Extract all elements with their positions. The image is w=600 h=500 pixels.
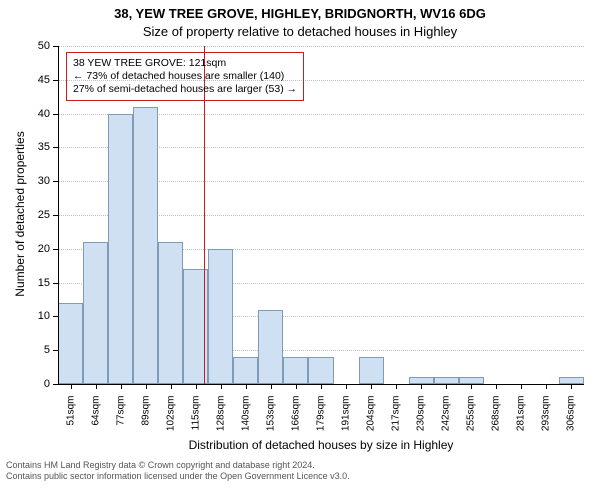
histogram-bar	[308, 357, 333, 384]
footer-line2: Contains public sector information licen…	[6, 471, 350, 482]
histogram-bar	[58, 303, 83, 384]
footer-attribution: Contains HM Land Registry data © Crown c…	[6, 460, 350, 483]
histogram-bar	[434, 377, 459, 384]
chart-title-line2: Size of property relative to detached ho…	[0, 24, 600, 39]
x-axis-label: Distribution of detached houses by size …	[58, 438, 584, 452]
histogram-bar	[133, 107, 158, 384]
chart-title-line1: 38, YEW TREE GROVE, HIGHLEY, BRIDGNORTH,…	[0, 6, 600, 21]
annotation-box: 38 YEW TREE GROVE: 121sqm← 73% of detach…	[66, 52, 304, 101]
histogram-bar	[208, 249, 233, 384]
annotation-line1: 38 YEW TREE GROVE: 121sqm	[73, 57, 297, 70]
ytick-label: 5	[22, 344, 50, 356]
annotation-line3: 27% of semi-detached houses are larger (…	[73, 83, 297, 96]
histogram-bar	[359, 357, 384, 384]
gridline	[58, 46, 584, 47]
ytick-label: 45	[22, 74, 50, 86]
histogram-bar	[258, 310, 283, 384]
histogram-bar	[158, 242, 183, 384]
histogram-bar	[459, 377, 484, 384]
histogram-bar	[108, 114, 133, 384]
histogram-bar	[409, 377, 434, 384]
y-axis-line	[58, 46, 59, 384]
annotation-line2: ← 73% of detached houses are smaller (14…	[73, 70, 297, 83]
ytick-label: 50	[22, 40, 50, 52]
histogram-bar	[283, 357, 308, 384]
x-axis-line	[58, 384, 584, 385]
histogram-bar	[559, 377, 584, 384]
y-axis-label: Number of detached properties	[13, 114, 27, 314]
footer-line1: Contains HM Land Registry data © Crown c…	[6, 460, 350, 471]
histogram-bar	[83, 242, 108, 384]
ytick-label: 0	[22, 378, 50, 390]
histogram-bar	[233, 357, 258, 384]
histogram-plot: 0510152025303540455051sqm64sqm77sqm89sqm…	[58, 46, 584, 384]
